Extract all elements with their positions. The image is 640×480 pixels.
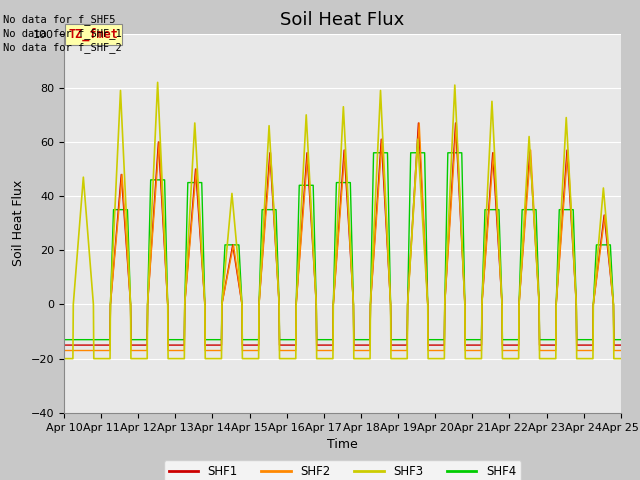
SHF1 — [617, 342, 625, 348]
SHF4 — [370, 150, 378, 156]
SHF1 — [551, 342, 559, 348]
SHF1 — [415, 120, 422, 126]
SHF4 — [429, 337, 437, 343]
SHF3 — [246, 356, 254, 361]
SHF3 — [154, 80, 161, 85]
SHF4 — [502, 337, 509, 343]
SHF4 — [60, 337, 68, 343]
Text: No data for f_SHF5: No data for f_SHF5 — [3, 13, 116, 24]
SHF4 — [170, 337, 178, 343]
Line: SHF3: SHF3 — [64, 83, 621, 359]
SHF1 — [502, 342, 509, 348]
SHF1 — [170, 342, 178, 348]
Title: Soil Heat Flux: Soil Heat Flux — [280, 11, 404, 29]
Line: SHF1: SHF1 — [64, 123, 621, 345]
SHF4 — [617, 337, 625, 343]
SHF2 — [184, 265, 191, 271]
X-axis label: Time: Time — [327, 438, 358, 451]
SHF3 — [429, 356, 437, 361]
SHF2 — [60, 348, 68, 353]
SHF1 — [429, 342, 437, 348]
SHF3 — [184, 239, 192, 244]
SHF2 — [415, 120, 423, 126]
Line: SHF4: SHF4 — [64, 153, 621, 340]
SHF1 — [184, 263, 191, 269]
SHF3 — [171, 356, 179, 361]
SHF1 — [246, 342, 254, 348]
SHF2 — [170, 348, 178, 353]
SHF2 — [246, 348, 254, 353]
SHF4 — [551, 337, 559, 343]
SHF2 — [617, 348, 625, 353]
Y-axis label: Soil Heat Flux: Soil Heat Flux — [12, 180, 25, 266]
Line: SHF2: SHF2 — [64, 123, 621, 350]
Text: No data for f_SHF_1: No data for f_SHF_1 — [3, 28, 122, 39]
SHF2 — [551, 348, 559, 353]
Text: TZ_fmet: TZ_fmet — [68, 28, 118, 41]
SHF4 — [246, 337, 254, 343]
SHF3 — [617, 356, 625, 361]
Legend: SHF1, SHF2, SHF3, SHF4: SHF1, SHF2, SHF3, SHF4 — [164, 460, 521, 480]
SHF2 — [502, 348, 509, 353]
SHF3 — [502, 356, 509, 361]
SHF3 — [60, 356, 68, 361]
SHF2 — [429, 348, 437, 353]
Text: No data for f_SHF_2: No data for f_SHF_2 — [3, 42, 122, 53]
SHF3 — [551, 356, 559, 361]
SHF4 — [184, 180, 191, 185]
SHF1 — [60, 342, 68, 348]
